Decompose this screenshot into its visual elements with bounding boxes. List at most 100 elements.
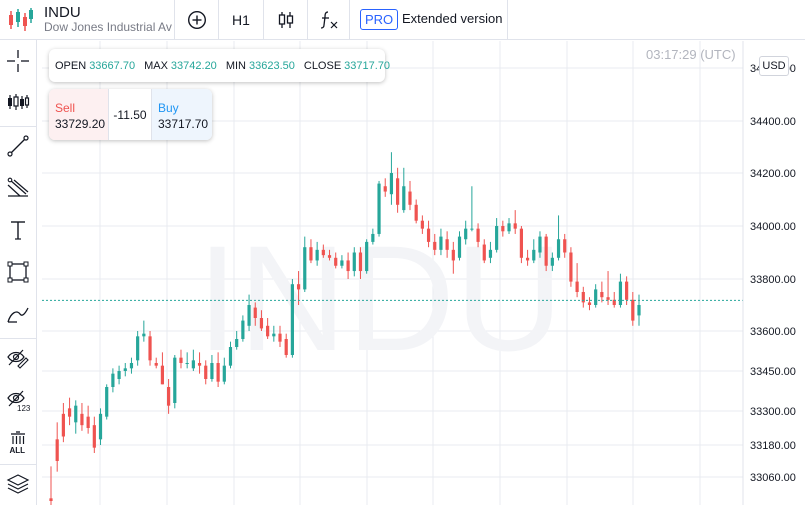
candle-body [396, 178, 400, 205]
candle-body [278, 333, 282, 342]
candle [396, 167, 400, 213]
hide-indicators-tool[interactable]: 123 [4, 386, 32, 414]
fib-tools-icon [7, 177, 29, 197]
extended-version-link[interactable]: Extended version [402, 11, 503, 26]
fib-tool[interactable] [4, 174, 32, 202]
crosshair-tool[interactable] [4, 47, 32, 75]
candle-body [538, 236, 542, 253]
candle-body [117, 371, 121, 379]
open-label: OPEN [55, 59, 87, 72]
text-tool[interactable] [4, 216, 32, 244]
candle-body [142, 333, 146, 337]
toolbar-divider [349, 0, 350, 40]
candle-body [303, 247, 307, 290]
candle [167, 379, 171, 414]
candle [296, 271, 301, 305]
candle-body [55, 439, 59, 461]
candle [451, 241, 455, 274]
candle [433, 233, 437, 256]
price-tick-label: 33060.00 [750, 472, 796, 484]
candle-body [513, 223, 517, 229]
candle [383, 178, 387, 197]
candle-body [618, 281, 623, 305]
price-axis[interactable]: 34600.0034400.0034200.0034000.0033800.00… [750, 63, 796, 484]
candle-body [284, 339, 288, 355]
candle-body [606, 297, 610, 300]
indicators-button[interactable] [308, 0, 349, 40]
timeframe-button[interactable]: H1 [219, 0, 263, 40]
candle [470, 186, 474, 232]
candle-body [402, 186, 406, 211]
candle [98, 408, 103, 445]
candle-body [290, 284, 294, 355]
candle [253, 302, 257, 326]
trend-line-tool[interactable] [4, 132, 32, 160]
candlestick-icon [278, 12, 293, 28]
brush-tool[interactable] [4, 300, 32, 328]
rectangle-tool[interactable] [4, 258, 32, 286]
currency-button[interactable]: USD [759, 56, 789, 76]
candle-body [327, 255, 332, 258]
text-tool-icon [11, 221, 25, 240]
candle [216, 352, 220, 387]
sell-button[interactable]: Sell 33729.20 [49, 89, 108, 140]
chart-type-button[interactable] [264, 0, 307, 40]
candle [581, 286, 585, 308]
candle-body [556, 239, 561, 258]
candle-body [228, 347, 233, 366]
candle [74, 400, 78, 434]
candle-body [129, 363, 134, 369]
candle [439, 228, 443, 256]
candle [111, 368, 115, 393]
candle-body [569, 252, 573, 282]
buy-label: Buy [158, 101, 179, 115]
candle-body [123, 368, 127, 371]
hide-drawings-tool[interactable] [4, 344, 32, 372]
candle [525, 249, 530, 266]
candle-body [61, 413, 65, 437]
eye-123-icon: 123 [7, 390, 30, 412]
layers-icon [6, 474, 30, 494]
candle [594, 284, 598, 308]
pro-badge[interactable]: PRO [360, 9, 399, 30]
candle [210, 355, 214, 382]
candle-body [451, 249, 455, 261]
price-tick-label: 33300.00 [750, 406, 796, 418]
candles-logo-icon[interactable] [7, 7, 33, 33]
candle [457, 231, 462, 261]
candle-body [235, 339, 239, 347]
toolbar-divider [263, 0, 264, 40]
candle-body [550, 257, 554, 266]
candle [278, 325, 282, 347]
candles-tool[interactable] [4, 88, 32, 116]
price-tick-label: 33180.00 [750, 440, 796, 452]
candle [49, 466, 53, 505]
candle [501, 220, 505, 237]
candle-body [74, 405, 78, 423]
remove-all-label: ALL [10, 446, 26, 454]
remove-all-tool[interactable]: ALL [4, 428, 32, 456]
candle [587, 297, 592, 311]
candle-body [204, 365, 208, 379]
candle [550, 252, 554, 272]
candle-body [49, 498, 53, 501]
candle [303, 236, 307, 292]
candle-body [173, 357, 177, 403]
candle-body [210, 363, 214, 379]
candle [352, 247, 356, 277]
candle-body [86, 416, 90, 428]
candle [173, 355, 177, 409]
candle [247, 294, 251, 331]
buy-button[interactable]: Buy 33717.70 [152, 89, 212, 140]
candle-body [105, 387, 109, 417]
layers-tool[interactable] [4, 470, 32, 498]
candle [507, 218, 511, 234]
price-tick-label: 34000.00 [750, 221, 796, 233]
candle [569, 247, 573, 287]
close-value: 33717.70 [344, 59, 391, 72]
candle [464, 220, 468, 245]
candle [185, 352, 189, 369]
add-symbol-button[interactable] [175, 0, 218, 40]
candle [556, 215, 561, 261]
candle [160, 352, 165, 385]
